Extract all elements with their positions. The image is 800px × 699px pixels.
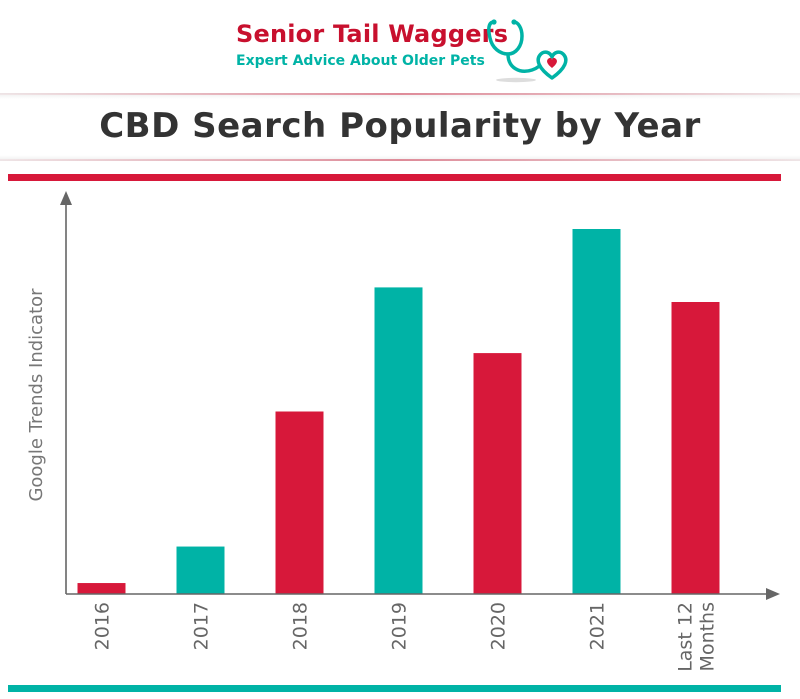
bar-2016 — [77, 583, 126, 594]
x-tick-label: 2021 — [587, 602, 609, 650]
top-divider — [8, 174, 781, 181]
bar-2020 — [473, 353, 522, 594]
x-tick-label: Last 12Months — [675, 602, 719, 672]
bar-2021 — [572, 229, 621, 594]
bar-last-12-months — [671, 302, 720, 594]
chart-title: CBD Search Popularity by Year — [99, 106, 701, 146]
x-tick-label: 2020 — [488, 602, 510, 650]
bottom-divider — [8, 685, 781, 692]
x-tick-label: 2019 — [389, 602, 411, 650]
brand-tagline: Expert Advice About Older Pets — [236, 53, 485, 69]
brand-logo: Senior Tail Waggers Expert Advice About … — [0, 0, 800, 90]
x-tick-label: 2017 — [191, 602, 213, 650]
title-band — [0, 93, 800, 161]
x-tick-label: 2018 — [290, 602, 312, 650]
y-axis-arrow — [60, 191, 72, 205]
bar-2019 — [374, 287, 423, 594]
tick-labels-group: 2016 2017 2018 2019 2020 2021 Last 12Months — [92, 602, 719, 672]
x-tick-label: 2016 — [92, 602, 114, 650]
stethoscope-heart-icon — [487, 19, 568, 83]
bar-chart: 2016 2017 2018 2019 2020 2021 Last 12Months Go… — [26, 191, 780, 672]
bars-group — [77, 229, 720, 594]
axes — [60, 191, 780, 600]
brand-name: Senior Tail Waggers — [236, 20, 509, 48]
bar-2018 — [275, 411, 324, 594]
y-axis-label: Google Trends Indicator — [26, 288, 47, 502]
x-axis-arrow — [766, 588, 780, 600]
bar-2017 — [176, 546, 225, 594]
